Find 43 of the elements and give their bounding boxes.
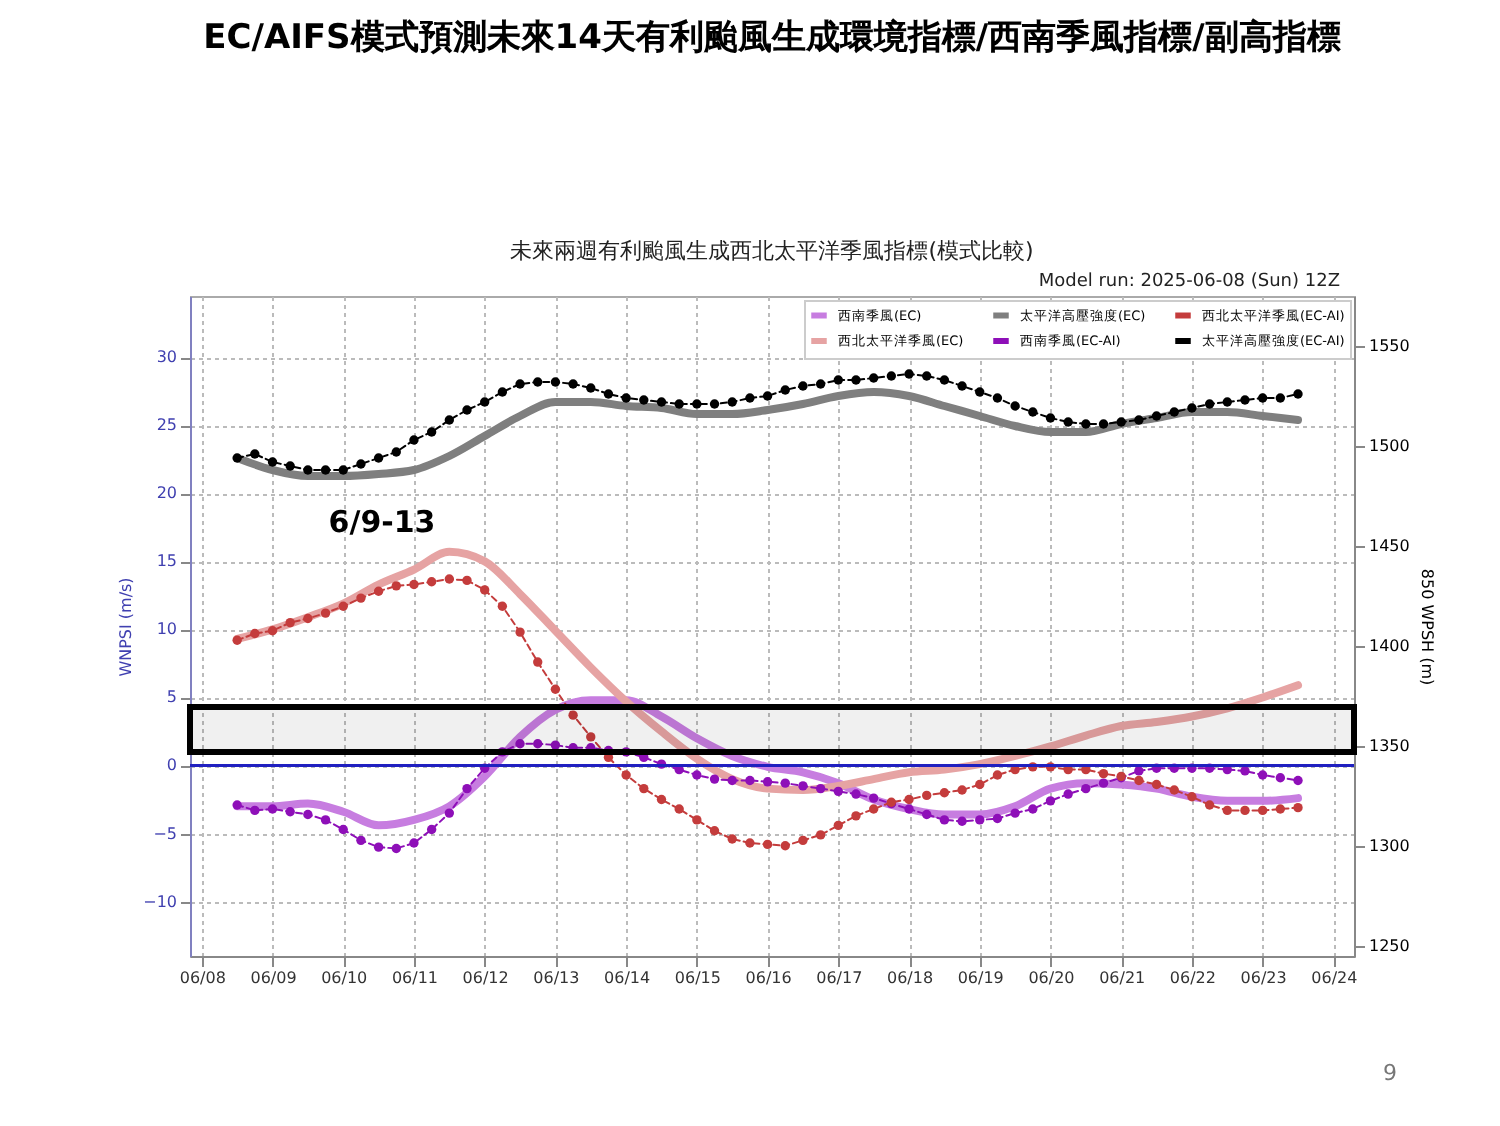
x-tick-label: 06/16	[745, 969, 792, 987]
chart-title: EC/AIFS模式預測未來14天有利颱風生成環境指標/西南季風指標/副高指標	[203, 18, 1341, 58]
x-tick-label: 06/13	[533, 969, 580, 987]
x-tick-label: 06/08	[179, 969, 226, 987]
y-axis-title: WNPSI (m/s)	[117, 577, 136, 677]
chart-subtitle: 未來兩週有利颱風生成西北太平洋季風指標(模式比較)	[510, 238, 1034, 264]
y2-tick-label: 1250	[1369, 937, 1410, 955]
y2-tick-label: 1550	[1369, 337, 1410, 355]
line-series	[233, 547, 1303, 794]
y-tick-label: 10	[156, 620, 177, 639]
x-tick-label: 06/15	[674, 969, 721, 987]
y-tick-label: 30	[156, 348, 177, 367]
x-tick-label: 06/20	[1028, 969, 1075, 987]
y2-tick-label: 1300	[1369, 837, 1410, 855]
text: 9	[1383, 1060, 1397, 1086]
x-tick-label: 06/11	[391, 969, 439, 987]
annotation: 6/9-13	[328, 504, 436, 540]
y2-tick-label: 1500	[1369, 437, 1410, 455]
y-tick-label: 25	[156, 416, 177, 435]
y-tick-label: 5	[166, 688, 177, 707]
x-tick-label: 06/12	[462, 969, 509, 987]
x-tick-label: 06/10	[321, 969, 368, 987]
y2-axis-title: 850 WPSH (m)	[1417, 568, 1436, 686]
x-tick-label: 06/24	[1311, 969, 1358, 987]
y-tick-label: −5	[153, 824, 177, 843]
text: Model run: 2025-06-08 (Sun) 12Z	[1038, 272, 1340, 292]
line-series	[233, 388, 1303, 480]
x-tick-label: 06/09	[250, 969, 297, 987]
x-tick-label: 06/18	[886, 969, 934, 987]
x-tick-label: 06/21	[1099, 969, 1146, 987]
x-tick-label: 06/22	[1169, 969, 1216, 987]
y2-tick-label: 1450	[1369, 537, 1410, 555]
y-tick-label: 15	[156, 552, 177, 571]
y-tick-label: 0	[166, 756, 177, 775]
y-tick-label: 20	[156, 484, 177, 503]
x-tick-label: 06/17	[816, 969, 863, 987]
y2-tick-label: 1400	[1369, 637, 1410, 655]
line-series	[233, 696, 1303, 830]
y-tick-label: −10	[143, 892, 177, 911]
x-tick-label: 06/23	[1240, 969, 1287, 987]
y2-tick-label: 1350	[1369, 737, 1410, 755]
x-tick-label: 06/19	[957, 969, 1004, 987]
x-tick-label: 06/14	[604, 969, 651, 987]
